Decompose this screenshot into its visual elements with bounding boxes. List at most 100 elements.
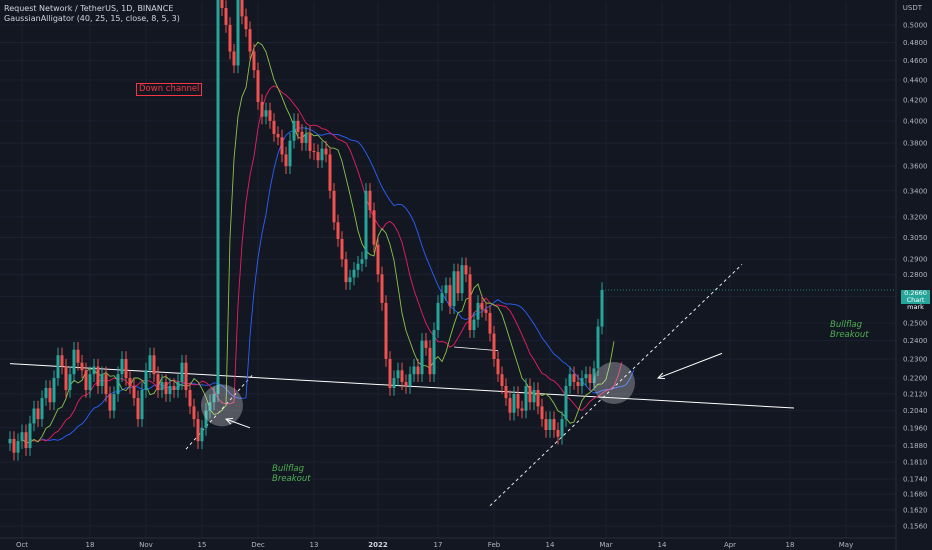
candle-body <box>388 358 392 388</box>
price-tick-label: 0.2400 <box>903 337 928 345</box>
candle-body <box>44 387 48 399</box>
breakout-dashed-line-2 <box>489 264 743 507</box>
currency-label: USDT <box>902 4 922 12</box>
bullflag-text: Bullflag <box>272 464 305 474</box>
breakout-highlight-circle-2 <box>593 362 635 405</box>
candle-body <box>348 277 352 283</box>
candle-body <box>508 398 512 413</box>
candle-body <box>304 133 308 143</box>
candle-body <box>68 374 72 390</box>
candle-body <box>392 378 396 388</box>
candle-body <box>536 389 540 407</box>
price-tick-label: 0.2040 <box>903 407 928 415</box>
candle-body <box>124 358 128 379</box>
candle-body <box>300 131 304 143</box>
time-tick-label: 15 <box>198 541 207 549</box>
price-tick-label: 0.4200 <box>903 96 928 104</box>
candle-body <box>8 438 12 444</box>
overlay-layer <box>201 289 896 429</box>
price-tick-label: 0.2800 <box>903 271 928 279</box>
time-tick-label: Apr <box>724 541 736 549</box>
candle-body <box>308 133 312 151</box>
price-tick-label: 0.1680 <box>903 491 928 499</box>
candle-body <box>24 432 28 449</box>
bullflag-breakout-label-right[interactable]: Bullflag Breakout <box>830 320 869 340</box>
candle-body <box>588 374 592 384</box>
candle-body <box>100 374 104 386</box>
candle-body <box>352 269 356 278</box>
price-axis-bg <box>896 0 932 550</box>
time-tick-label: May <box>839 541 853 549</box>
candle-body <box>276 133 280 138</box>
price-tick-label: 0.1620 <box>903 506 928 514</box>
candle-body <box>360 259 364 264</box>
candle-body <box>208 402 212 411</box>
candle-body <box>448 285 452 307</box>
candle-body <box>548 419 552 430</box>
bullflag-text: Bullflag <box>830 320 863 330</box>
candle-body <box>52 378 56 403</box>
price-tick-label: 0.2300 <box>903 355 928 363</box>
candle-body <box>544 419 548 430</box>
price-tick-label: 0.3400 <box>903 187 928 195</box>
candle-body <box>164 382 168 395</box>
candle-body <box>288 140 292 167</box>
candle-body <box>296 120 300 132</box>
symbol-title[interactable]: Request Network / TetherUS, 1D, BINANCE <box>4 4 174 13</box>
candle-body <box>556 429 560 437</box>
moving-averages <box>21 41 635 444</box>
drawing-layer <box>9 264 795 507</box>
candle-body <box>552 419 556 430</box>
candle-body <box>576 382 580 386</box>
candle-body <box>36 408 40 420</box>
candle-body <box>572 374 576 383</box>
candle-body <box>584 374 588 379</box>
candle-body <box>260 101 264 117</box>
candle-body <box>356 263 360 270</box>
candle-body <box>484 309 488 313</box>
price-tick-label: 0.4000 <box>903 117 928 125</box>
time-tick-label: Mar <box>599 541 612 549</box>
candle-body <box>252 51 256 71</box>
price-tick-label: 0.3800 <box>903 139 928 147</box>
price-tick-label: 0.3200 <box>903 213 928 221</box>
candle-body <box>84 370 88 390</box>
time-tick-label: Oct <box>16 541 28 549</box>
candle-body <box>80 362 84 371</box>
time-axis: Oct 18 Nov 15 Dec 13 2022 17 Feb 14 Mar 14 Apr 18 May <box>0 537 896 549</box>
current-price-badge: 0.2660 Chart mark <box>901 290 930 311</box>
price-tick-label: 0.1960 <box>903 424 928 432</box>
down-channel-label[interactable]: Down channel <box>136 83 203 96</box>
indicator-legend[interactable]: GaussianAlligator (40, 25, 15, close, 8,… <box>4 14 180 23</box>
candle-body <box>500 374 504 386</box>
candle-body <box>432 330 436 375</box>
candle-body <box>140 389 144 420</box>
candle-body <box>328 154 332 191</box>
candle-body <box>580 378 584 386</box>
price-tick-label: 0.1740 <box>903 476 928 484</box>
candle-body <box>16 441 20 453</box>
candle-body <box>436 302 440 331</box>
candle-body <box>292 120 296 141</box>
candle-body <box>408 374 412 386</box>
candle-body <box>320 148 324 161</box>
candle-body <box>372 210 376 245</box>
time-tick-label: Dec <box>251 541 265 549</box>
annotation-arrow-right <box>656 352 723 380</box>
candle-body <box>128 378 132 386</box>
candle-body <box>240 0 244 17</box>
candle-body <box>236 0 240 66</box>
price-tick-label: 0.3050 <box>903 234 928 242</box>
candle-body <box>464 265 468 275</box>
candle-body <box>20 432 24 442</box>
candle-body <box>528 385 532 403</box>
candle-body <box>224 8 228 25</box>
candle-body <box>428 347 432 375</box>
candle-body <box>564 385 568 420</box>
candle-body <box>144 370 148 390</box>
time-tick-label: 13 <box>310 541 319 549</box>
bullflag-breakout-label-left[interactable]: Bullflag Breakout <box>272 464 311 484</box>
candle-body <box>332 190 336 223</box>
candle-body <box>400 370 404 383</box>
